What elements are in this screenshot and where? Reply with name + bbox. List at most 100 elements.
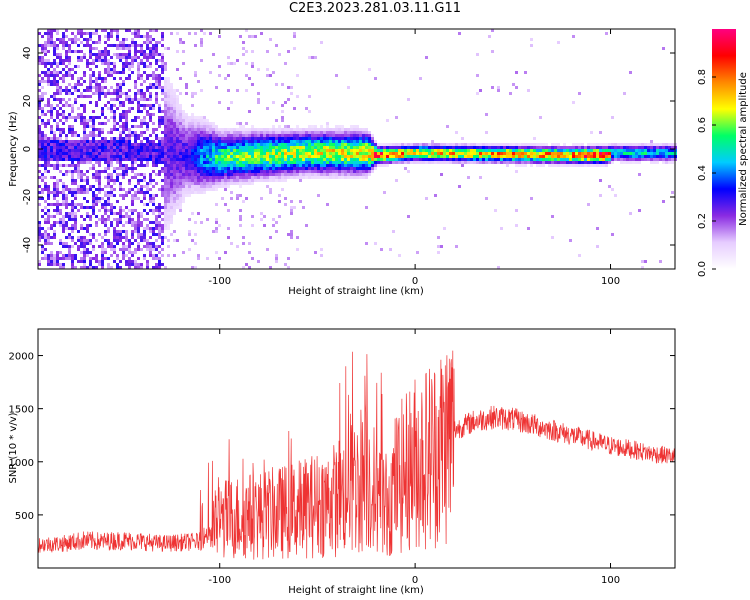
- heatmap-cell: [38, 104, 41, 107]
- heatmap-cell: [119, 149, 122, 152]
- heatmap-cell: [206, 185, 209, 188]
- heatmap-cell: [245, 50, 248, 53]
- heatmap-cell: [656, 155, 659, 158]
- heatmap-cell: [59, 128, 62, 131]
- heatmap-cell: [80, 140, 83, 143]
- heatmap-cell: [77, 29, 80, 32]
- heatmap-cell: [62, 116, 65, 119]
- heatmap-cell: [593, 152, 596, 155]
- heatmap-cell: [98, 161, 101, 164]
- heatmap-cell: [62, 173, 65, 176]
- heatmap-cell: [581, 161, 584, 164]
- heatmap-cell: [443, 146, 446, 149]
- heatmap-cell: [218, 167, 221, 170]
- heatmap-cell: [356, 152, 359, 155]
- heatmap-cell: [50, 83, 53, 86]
- heatmap-cell: [356, 137, 359, 140]
- heatmap-cell: [176, 113, 179, 116]
- heatmap-cell: [200, 29, 203, 32]
- heatmap-cell: [53, 68, 56, 71]
- heatmap-cell: [92, 209, 95, 212]
- heatmap-cell: [362, 131, 365, 134]
- heatmap-cell: [38, 236, 41, 239]
- heatmap-cell: [59, 71, 62, 74]
- heatmap-cell: [581, 149, 584, 152]
- heatmap-cell: [179, 167, 182, 170]
- heatmap-cell: [128, 266, 131, 269]
- heatmap-cell: [116, 47, 119, 50]
- heatmap-cell: [455, 146, 458, 149]
- heatmap-cell: [89, 56, 92, 59]
- heatmap-cell: [578, 149, 581, 152]
- heatmap-cell: [89, 101, 92, 104]
- heatmap-cell: [116, 71, 119, 74]
- heatmap-cell: [92, 167, 95, 170]
- heatmap-cell: [323, 137, 326, 140]
- heatmap-cell: [74, 179, 77, 182]
- heatmap-cell: [455, 131, 458, 134]
- heatmap-cell: [80, 173, 83, 176]
- heatmap-cell: [38, 128, 41, 131]
- heatmap-cell: [428, 146, 431, 149]
- heatmap-cell: [107, 164, 110, 167]
- heatmap-cell: [452, 155, 455, 158]
- heatmap-cell: [266, 164, 269, 167]
- heatmap-cell: [569, 146, 572, 149]
- heatmap-cell: [47, 254, 50, 257]
- heatmap-cell: [104, 143, 107, 146]
- heatmap-cell: [308, 167, 311, 170]
- heatmap-cell: [41, 137, 44, 140]
- heatmap-cell: [71, 182, 74, 185]
- heatmap-cell: [68, 74, 71, 77]
- heatmap-cell: [146, 113, 149, 116]
- heatmap-cell: [188, 230, 191, 233]
- heatmap-cell: [104, 104, 107, 107]
- heatmap-cell: [107, 101, 110, 104]
- heatmap-cell: [191, 239, 194, 242]
- heatmap-cell: [446, 152, 449, 155]
- heatmap-cell: [200, 59, 203, 62]
- heatmap-cell: [155, 47, 158, 50]
- heatmap-cell: [191, 137, 194, 140]
- heatmap-cell: [218, 131, 221, 134]
- heatmap-cell: [572, 101, 575, 104]
- heatmap-cell: [140, 50, 143, 53]
- heatmap-cell: [119, 230, 122, 233]
- heatmap-cell: [65, 89, 68, 92]
- heatmap-cell: [458, 146, 461, 149]
- heatmap-cell: [140, 83, 143, 86]
- heatmap-cell: [65, 137, 68, 140]
- heatmap-cell: [158, 161, 161, 164]
- heatmap-cell: [98, 95, 101, 98]
- heatmap-cell: [143, 194, 146, 197]
- heatmap-cell: [56, 263, 59, 266]
- heatmap-cell: [131, 209, 134, 212]
- heatmap-cell: [44, 80, 47, 83]
- heatmap-cell: [257, 164, 260, 167]
- heatmap-cell: [110, 143, 113, 146]
- heatmap-cell: [374, 149, 377, 152]
- heatmap-cell: [98, 92, 101, 95]
- heatmap-cell: [344, 128, 347, 131]
- heatmap-cell: [77, 95, 80, 98]
- heatmap-cell: [590, 131, 593, 134]
- heatmap-cell: [218, 143, 221, 146]
- heatmap-cell: [281, 158, 284, 161]
- heatmap-cell: [56, 152, 59, 155]
- heatmap-cell: [86, 65, 89, 68]
- heatmap-cell: [167, 239, 170, 242]
- heatmap-cell: [209, 131, 212, 134]
- heatmap-cell: [617, 143, 620, 146]
- heatmap-cell: [176, 68, 179, 71]
- heatmap-cell: [545, 149, 548, 152]
- heatmap-cell: [275, 173, 278, 176]
- heatmap-cell: [215, 158, 218, 161]
- heatmap-cell: [140, 125, 143, 128]
- heatmap-cell: [269, 164, 272, 167]
- heatmap-cell: [47, 170, 50, 173]
- heatmap-cell: [167, 173, 170, 176]
- heatmap-cell: [431, 161, 434, 164]
- heatmap-cell: [284, 170, 287, 173]
- heatmap-cell: [80, 122, 83, 125]
- heatmap-cell: [155, 41, 158, 44]
